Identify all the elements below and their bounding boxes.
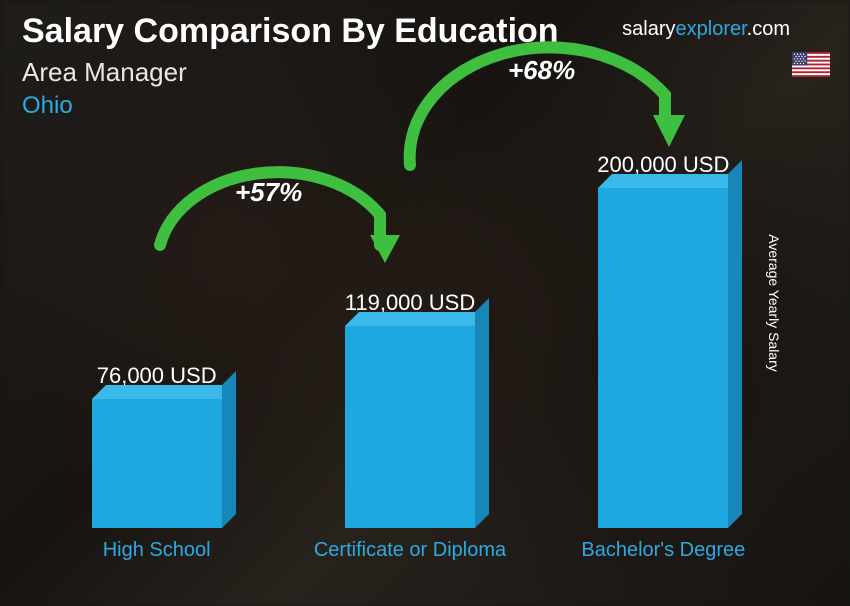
bar-3d: [92, 399, 222, 528]
bar-label: Bachelor's Degree: [581, 538, 745, 586]
bar-side-face: [222, 371, 236, 528]
bar-3d: [598, 188, 728, 528]
bar-front-face: [598, 188, 728, 528]
bar-front-face: [345, 326, 475, 528]
bar-group: 76,000 USD High School: [31, 363, 282, 586]
brand-part2: explorer: [676, 18, 747, 40]
bar-3d: [345, 326, 475, 528]
chart-region: Ohio: [22, 92, 828, 120]
content-layer: Salary Comparison By Education Area Mana…: [0, 0, 850, 606]
bar-chart: 76,000 USD High School 119,000 USD Certi…: [30, 150, 790, 586]
bar-side-face: [728, 160, 742, 528]
bar-top-face: [598, 174, 742, 188]
bar-label: High School: [103, 538, 211, 586]
brand-part3: .com: [747, 18, 790, 40]
bar-group: 200,000 USD Bachelor's Degree: [538, 152, 789, 586]
brand-part1: salary: [622, 18, 675, 40]
bar-group: 119,000 USD Certificate or Diploma: [285, 290, 536, 586]
brand-logo: salaryexplorer.com: [622, 18, 790, 41]
us-flag-icon: [792, 52, 830, 77]
chart-subtitle: Area Manager: [22, 57, 828, 88]
bar-side-face: [475, 298, 489, 528]
bars-container: 76,000 USD High School 119,000 USD Certi…: [30, 150, 790, 586]
bar-top-face: [92, 385, 236, 399]
bar-front-face: [92, 399, 222, 528]
bar-top-face: [345, 312, 489, 326]
bar-label: Certificate or Diploma: [314, 538, 506, 586]
